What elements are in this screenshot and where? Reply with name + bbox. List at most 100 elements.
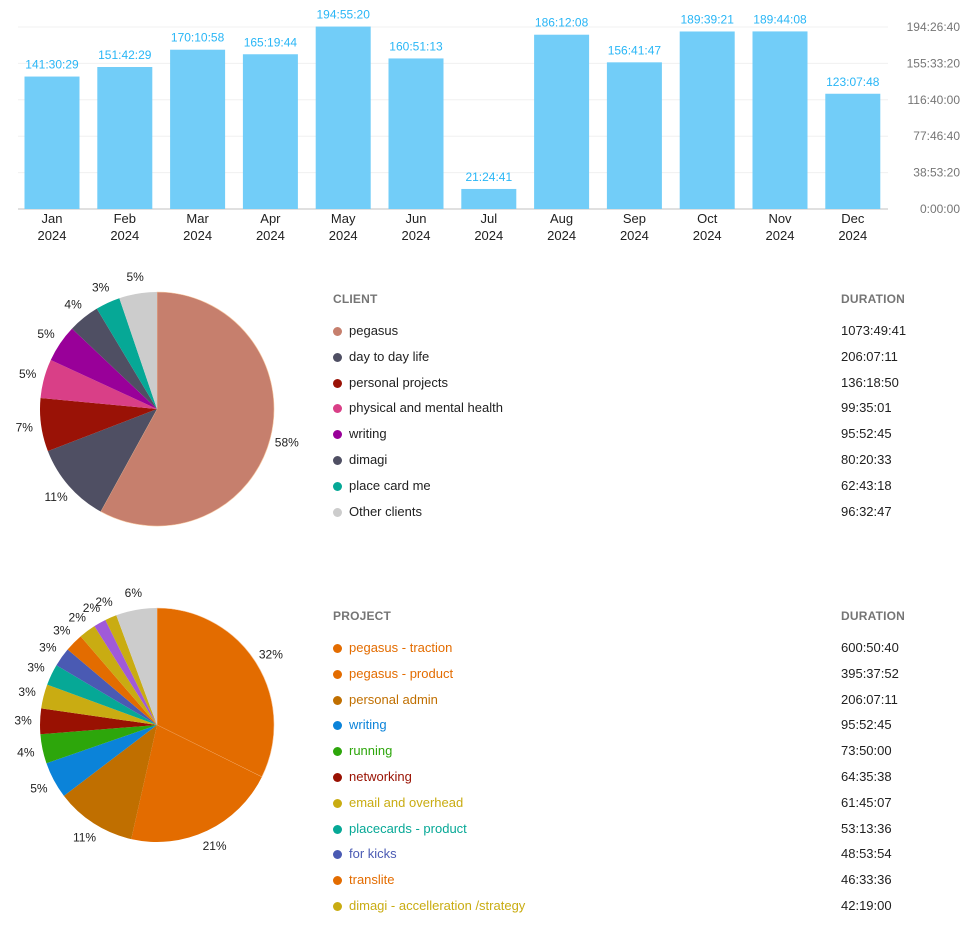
bar-value-label: 189:39:21 bbox=[681, 12, 735, 26]
pie-percent-label: 5% bbox=[30, 781, 48, 795]
x-tick-month: Jan bbox=[42, 211, 63, 226]
project-header: PROJECT bbox=[333, 609, 392, 623]
x-tick-year: 2024 bbox=[402, 228, 431, 243]
legend-item[interactable]: for kicks 48:53:54 bbox=[333, 845, 933, 865]
x-tick-year: 2024 bbox=[110, 228, 139, 243]
legend-item[interactable]: translite 46:33:36 bbox=[333, 871, 933, 891]
legend-item[interactable]: pegasus - product 395:37:52 bbox=[333, 665, 933, 685]
legend-duration: 48:53:54 bbox=[841, 846, 892, 862]
pie-slice bbox=[131, 725, 262, 842]
legend-item[interactable]: personal admin 206:07:11 bbox=[333, 691, 933, 711]
legend-duration: 73:50:00 bbox=[841, 743, 892, 759]
bar bbox=[242, 54, 298, 209]
bar-value-label: 156:41:47 bbox=[608, 43, 662, 57]
legend-item[interactable]: placecards - product 53:13:36 bbox=[333, 820, 933, 840]
legend-name: dimagi - accelleration /strategy bbox=[349, 898, 526, 913]
legend-name: pegasus - traction bbox=[349, 640, 453, 655]
x-tick-year: 2024 bbox=[256, 228, 285, 243]
pie-slice bbox=[96, 298, 157, 409]
legend-duration: 96:32:47 bbox=[841, 503, 892, 519]
legend-duration: 95:52:45 bbox=[841, 426, 892, 442]
pie-slice bbox=[105, 615, 157, 725]
pie-percent-label: 2% bbox=[95, 595, 113, 609]
legend-name: translite bbox=[349, 872, 395, 888]
bar-value-label: 160:51:13 bbox=[389, 39, 443, 53]
legend-item[interactable]: writing 95:52:45 bbox=[333, 425, 933, 445]
legend-item[interactable]: dimagi 80:20:33 bbox=[333, 451, 933, 471]
legend-item[interactable]: networking 64:35:38 bbox=[333, 768, 933, 788]
pie-percent-label: 32% bbox=[259, 647, 283, 661]
pie-slice bbox=[56, 649, 157, 725]
pie-slice bbox=[39, 397, 157, 452]
pie-slice bbox=[116, 608, 157, 725]
legend-item[interactable]: personal projects 136:18:50 bbox=[333, 374, 933, 394]
x-tick-month: May bbox=[331, 211, 356, 226]
pie-slice bbox=[156, 607, 275, 778]
legend-color-dot-icon bbox=[333, 850, 342, 860]
legend-name: placecards - product bbox=[349, 820, 467, 836]
legend-duration: 1073:49:41 bbox=[841, 323, 907, 338]
legend-name: Other clients bbox=[349, 503, 422, 519]
legend-color-dot-icon bbox=[333, 378, 342, 388]
legend-item[interactable]: place card me 62:43:18 bbox=[333, 477, 933, 497]
bar-value-label: 194:55:20 bbox=[317, 8, 371, 22]
legend-item[interactable]: writing 95:52:45 bbox=[333, 716, 933, 736]
x-tick-month: Mar bbox=[186, 211, 209, 226]
pie-percent-label: 3% bbox=[14, 714, 32, 728]
legend-item[interactable]: Other clients 96:32:47 bbox=[333, 503, 933, 523]
x-tick-month: Aug bbox=[550, 211, 573, 226]
legend-item[interactable]: day to day life 206:07:11 bbox=[333, 348, 933, 368]
legend-color-dot-icon bbox=[333, 456, 342, 465]
pie-percent-label: 3% bbox=[39, 640, 57, 654]
pie-percent-label: 3% bbox=[27, 660, 45, 674]
legend-color-dot-icon bbox=[333, 644, 342, 653]
x-tick-month: Jul bbox=[480, 211, 497, 226]
legend-name: running bbox=[349, 743, 393, 759]
pie-percent-label: 2% bbox=[83, 601, 101, 615]
x-tick-month: Dec bbox=[841, 211, 865, 226]
legend-item[interactable]: email and overhead 61:45:07 bbox=[333, 794, 933, 814]
bar-value-label: 165:19:44 bbox=[244, 35, 298, 49]
legend-item[interactable]: physical and mental health 99:35:01 bbox=[333, 399, 933, 419]
bar bbox=[315, 26, 371, 210]
project-pie-chart: 32%21%11%5%4%3%3%3%3%3%2%2%2%6% bbox=[14, 586, 283, 853]
pie-slice bbox=[72, 308, 157, 409]
legend-color-dot-icon bbox=[333, 773, 342, 782]
pie-percent-label: 5% bbox=[37, 327, 55, 341]
pie-percent-label: 3% bbox=[92, 280, 110, 294]
pie-percent-label: 2% bbox=[69, 610, 87, 624]
pie-percent-label: 11% bbox=[73, 831, 96, 845]
pie-slice bbox=[40, 359, 157, 409]
bar-value-label: 189:44:08 bbox=[753, 12, 807, 26]
legend-item[interactable]: pegasus 1073:49:41 bbox=[333, 322, 933, 342]
pie-slice bbox=[63, 725, 157, 840]
legend-item[interactable]: running 73:50:00 bbox=[333, 742, 933, 762]
y-tick-label: 194:26:40 bbox=[907, 20, 961, 34]
legend-duration: 136:18:50 bbox=[841, 374, 899, 390]
legend-color-dot-icon bbox=[333, 352, 342, 362]
legend-color-dot-icon bbox=[333, 327, 342, 336]
pie-percent-label: 5% bbox=[19, 367, 37, 381]
duration-header: DURATION bbox=[841, 292, 906, 306]
y-tick-label: 0:00:00 bbox=[920, 202, 960, 216]
x-tick-month: Sep bbox=[623, 211, 646, 226]
legend-name: personal admin bbox=[349, 691, 438, 707]
legend-duration: 62:43:18 bbox=[841, 477, 892, 493]
legend-color-dot-icon bbox=[333, 669, 342, 679]
legend-item[interactable]: dimagi - accelleration /strategy 42:19:0… bbox=[333, 897, 933, 917]
pie-slice bbox=[40, 708, 157, 735]
legend-duration: 42:19:00 bbox=[841, 898, 892, 913]
legend-name: dimagi bbox=[349, 452, 388, 467]
x-tick-year: 2024 bbox=[693, 228, 722, 243]
x-tick-year: 2024 bbox=[183, 228, 212, 243]
bar-value-label: 186:12:08 bbox=[535, 16, 589, 30]
legend-duration: 206:07:11 bbox=[841, 691, 898, 707]
y-tick-label: 77:46:40 bbox=[913, 129, 960, 143]
bar bbox=[534, 34, 590, 209]
legend-name: for kicks bbox=[349, 846, 397, 862]
legend-color-dot-icon bbox=[333, 876, 342, 886]
pie-slice bbox=[50, 328, 158, 409]
pie-slice bbox=[80, 626, 157, 725]
pie-slice bbox=[100, 291, 275, 527]
legend-item[interactable]: pegasus - traction 600:50:40 bbox=[333, 639, 933, 659]
